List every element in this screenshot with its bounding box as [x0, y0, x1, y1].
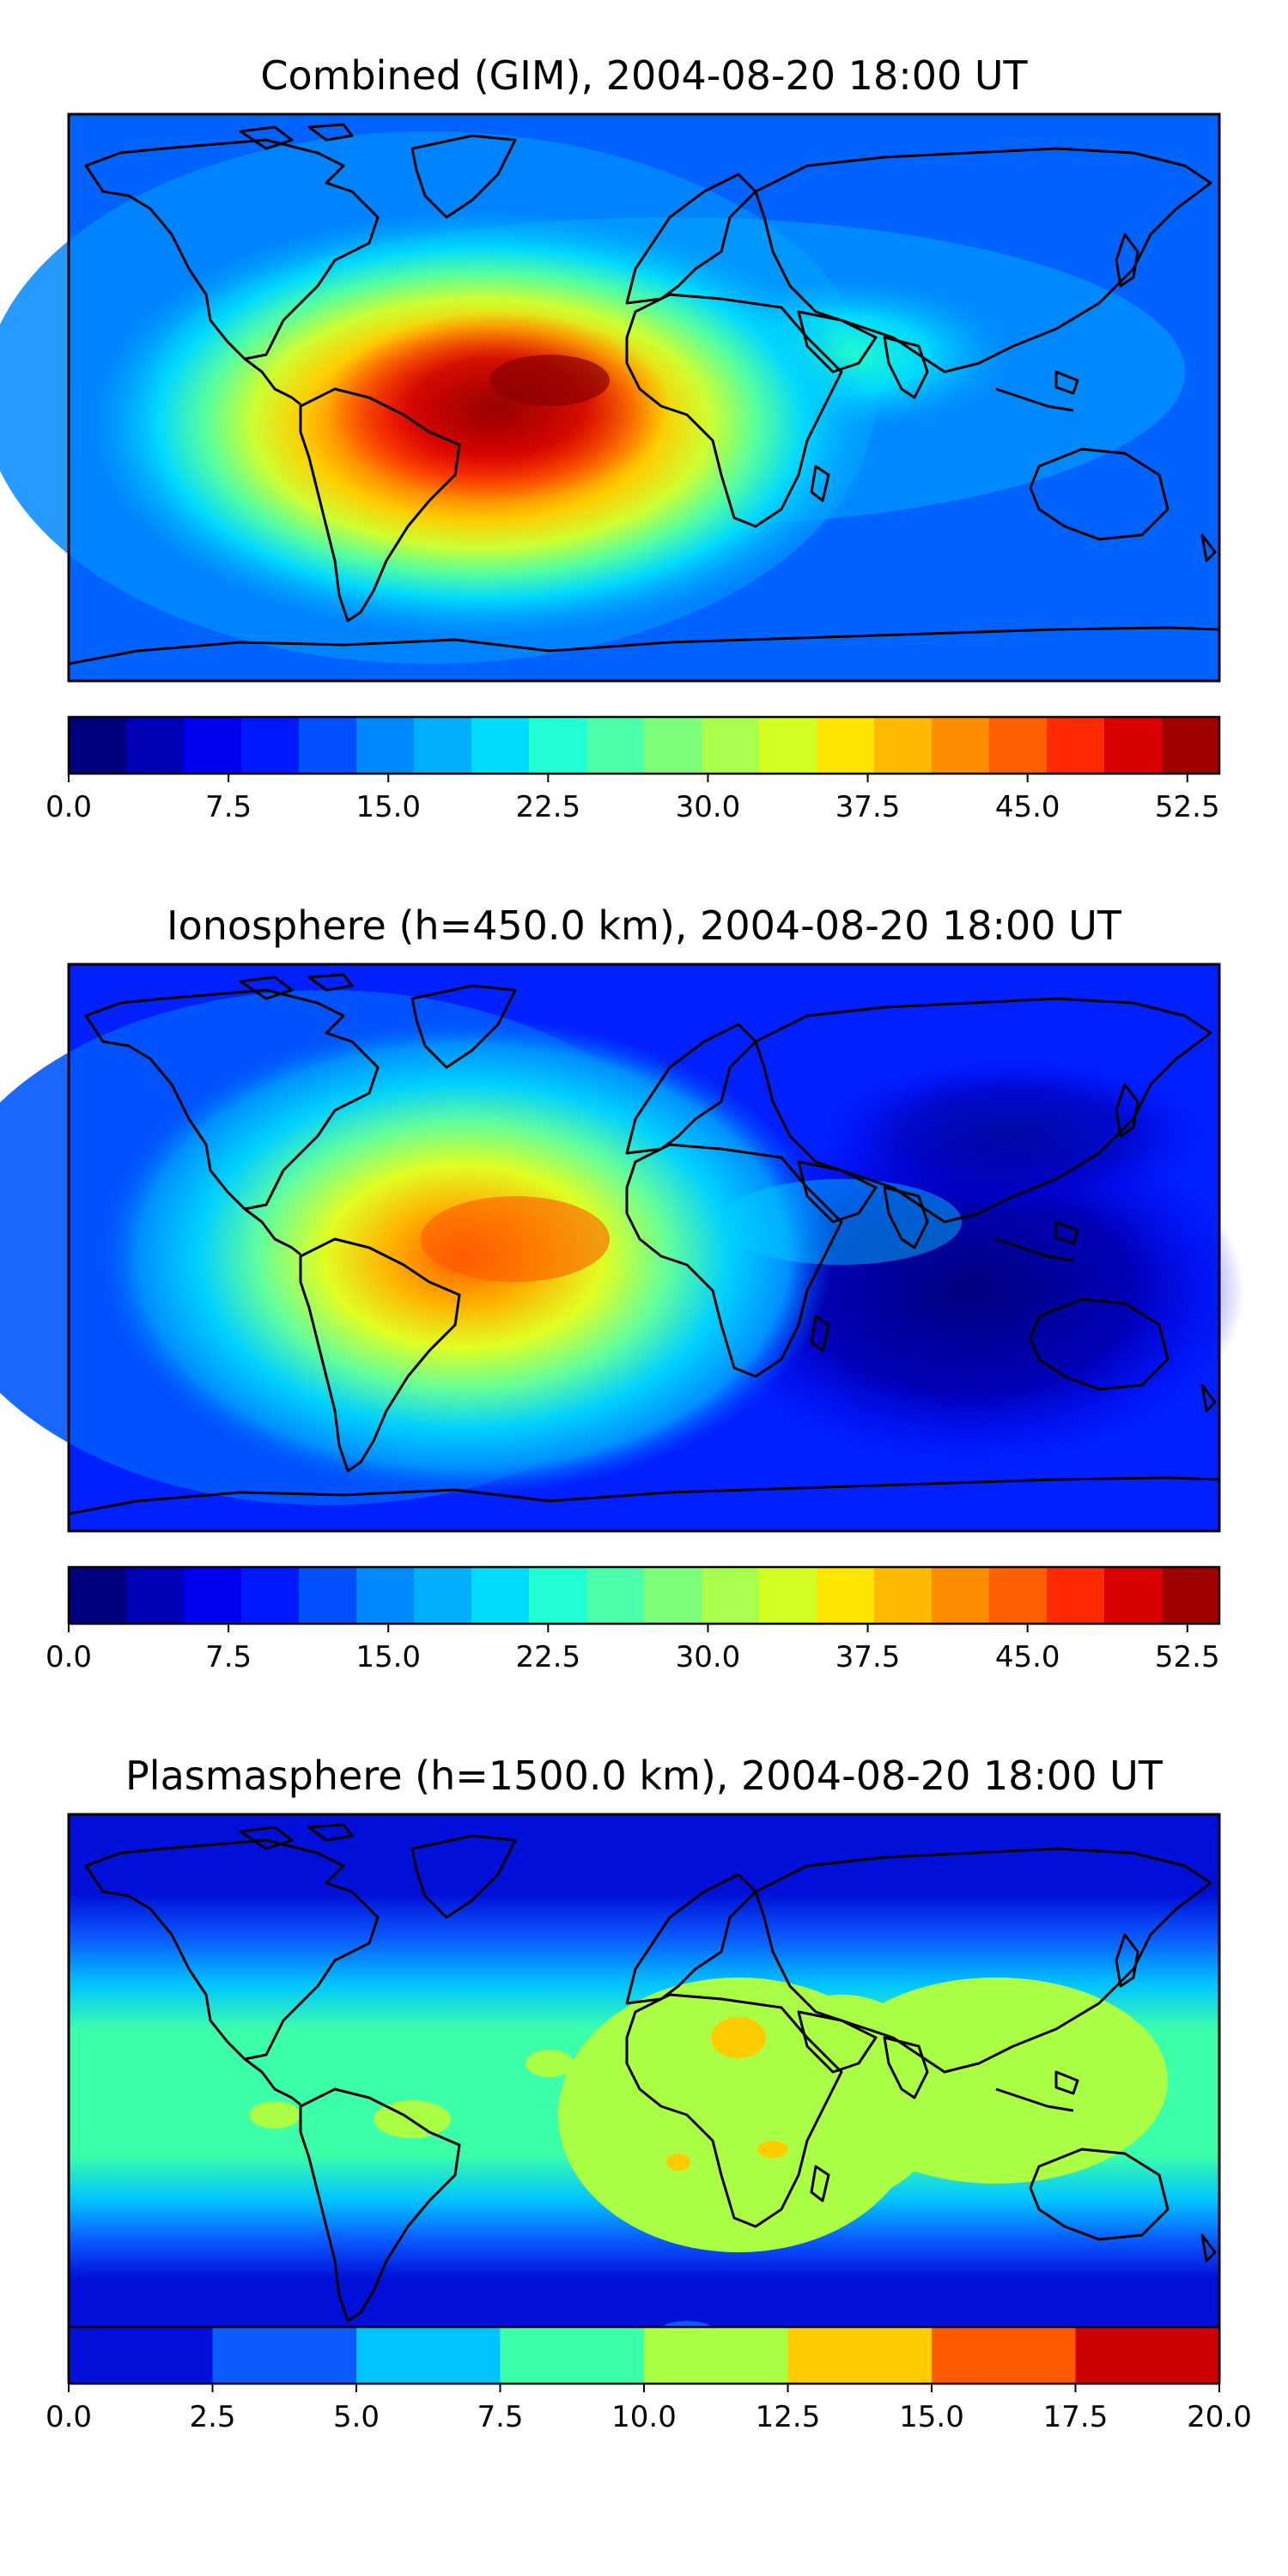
colorbar-swatch	[69, 2327, 214, 2384]
colorbar-swatch	[241, 717, 300, 774]
colorbar-tick-label: 12.5	[756, 2400, 821, 2434]
colorbar-swatch	[471, 1567, 530, 1624]
colorbar-tick-label: 0.0	[46, 2400, 92, 2434]
colorbar-swatch	[1104, 717, 1163, 774]
colorbar-swatch	[414, 717, 472, 774]
colorbar-tick-label: 2.5	[189, 2400, 235, 2434]
colorbar-swatch	[529, 1567, 587, 1624]
colorbar-swatch	[212, 2327, 357, 2384]
colorbar-swatch	[356, 1567, 415, 1624]
colorbar-swatch	[414, 1567, 472, 1624]
colorbar-swatch	[817, 1567, 875, 1624]
colorbar-swatch	[586, 717, 645, 774]
colorbar-tick-label: 7.5	[205, 790, 252, 824]
colorbar-swatch	[184, 717, 242, 774]
colorbar-swatch	[471, 717, 530, 774]
colorbar-ticks: 0.0 7.5 15.0 22.5 30.0 37.5 45.0 52.5	[46, 1624, 1220, 1674]
panel-plasmasphere: Plasmasphere (h=1500.0 km), 2004-08-20 1…	[46, 1753, 1252, 2434]
colorbar-swatch	[126, 1567, 185, 1624]
colorbar-tick-label: 20.0	[1187, 2400, 1252, 2434]
colorbar-swatch	[787, 2327, 933, 2384]
colorbar-swatch	[874, 717, 933, 774]
colorbar-tick-label: 0.0	[46, 790, 92, 824]
colorbar-tick-label: 45.0	[995, 1640, 1060, 1674]
colorbar-swatch	[356, 717, 415, 774]
colorbar-tick-label: 30.0	[676, 1640, 741, 1674]
colorbar-tick-label: 52.5	[1155, 1640, 1220, 1674]
colorbar-swatch	[702, 717, 760, 774]
colorbar-swatch	[932, 2327, 1077, 2384]
map-plasmasphere	[67, 1813, 1221, 2383]
colorbar-tick-label: 22.5	[515, 790, 580, 824]
colorbar-ticks: 0.0 2.5 5.0 7.5 10.0 12.5 15.0 17.5 20.0	[46, 2384, 1252, 2434]
colorbar-swatch	[529, 717, 587, 774]
colorbar-tick-label: 7.5	[205, 1640, 252, 1674]
colorbar-swatch	[1104, 1567, 1163, 1624]
colorbar-tick-label: 22.5	[515, 1640, 580, 1674]
colorbar-swatch	[1047, 1567, 1105, 1624]
colorbar-tick-label: 5.0	[333, 2400, 380, 2434]
colorbar-swatches	[69, 1567, 1220, 1624]
colorbar-swatch	[586, 1567, 645, 1624]
colorbar-combined: 0.0 7.5 15.0 22.5 30.0 37.5 45.0 52.5	[46, 715, 1221, 824]
colorbar-tick-label: 15.0	[899, 2400, 964, 2434]
colorbar-tick-label: 37.5	[835, 790, 901, 824]
colorbar-swatch	[69, 717, 127, 774]
colorbar-tick-label: 30.0	[676, 790, 741, 824]
map-combined	[0, 112, 1221, 683]
colorbar-plasmasphere: 0.0 2.5 5.0 7.5 10.0 12.5 15.0 17.5 20.0	[46, 2325, 1252, 2434]
colorbar-tick-label: 37.5	[835, 1640, 901, 1674]
colorbar-swatch	[759, 1567, 817, 1624]
map-ionosphere	[0, 963, 1245, 1533]
colorbar-swatch	[932, 717, 990, 774]
panel-title: Combined (GIM), 2004-08-20 18:00 UT	[260, 52, 1028, 99]
panel-title: Ionosphere (h=450.0 km), 2004-08-20 18:0…	[167, 902, 1122, 949]
colorbar-swatch	[184, 1567, 242, 1624]
colorbar-swatch	[1162, 1567, 1220, 1624]
panel-ionosphere: Ionosphere (h=450.0 km), 2004-08-20 18:0…	[0, 902, 1245, 1674]
colorbar-swatch	[817, 717, 875, 774]
colorbar-tick-label: 45.0	[995, 790, 1060, 824]
colorbar-tick-label: 17.5	[1043, 2400, 1109, 2434]
colorbar-swatch	[644, 2327, 789, 2384]
colorbar-tick-label: 0.0	[46, 1640, 92, 1674]
colorbar-swatches	[69, 2327, 1220, 2384]
colorbar-swatch	[1075, 2327, 1220, 2384]
colorbar-swatch	[644, 1567, 702, 1624]
colorbar-swatch	[759, 717, 817, 774]
colorbar-swatch	[299, 1567, 357, 1624]
colorbar-swatch	[644, 717, 702, 774]
colorbar-swatch	[702, 1567, 760, 1624]
colorbar-tick-label: 10.0	[611, 2400, 677, 2434]
colorbar-swatch	[1047, 717, 1105, 774]
colorbar-tick-label: 7.5	[477, 2400, 523, 2434]
colorbar-swatches	[69, 717, 1220, 774]
colorbar-ionosphere: 0.0 7.5 15.0 22.5 30.0 37.5 45.0 52.5	[46, 1565, 1221, 1674]
colorbar-swatch	[1162, 717, 1220, 774]
colorbar-tick-label: 52.5	[1155, 790, 1220, 824]
colorbar-ticks: 0.0 7.5 15.0 22.5 30.0 37.5 45.0 52.5	[46, 774, 1220, 824]
colorbar-tick-label: 15.0	[355, 790, 421, 824]
colorbar-swatch	[299, 717, 357, 774]
colorbar-swatch	[69, 1567, 127, 1624]
colorbar-swatch	[874, 1567, 933, 1624]
colorbar-swatch	[500, 2327, 645, 2384]
colorbar-swatch	[932, 1567, 990, 1624]
colorbar-swatch	[241, 1567, 300, 1624]
colorbar-swatch	[989, 717, 1048, 774]
panel-title: Plasmasphere (h=1500.0 km), 2004-08-20 1…	[125, 1753, 1163, 1799]
colorbar-swatch	[126, 717, 185, 774]
colorbar-swatch	[356, 2327, 501, 2384]
colorbar-swatch	[989, 1567, 1048, 1624]
panel-combined-gim: Combined (GIM), 2004-08-20 18:00 UT 0.0 7…	[0, 52, 1221, 824]
colorbar-tick-label: 15.0	[355, 1640, 421, 1674]
